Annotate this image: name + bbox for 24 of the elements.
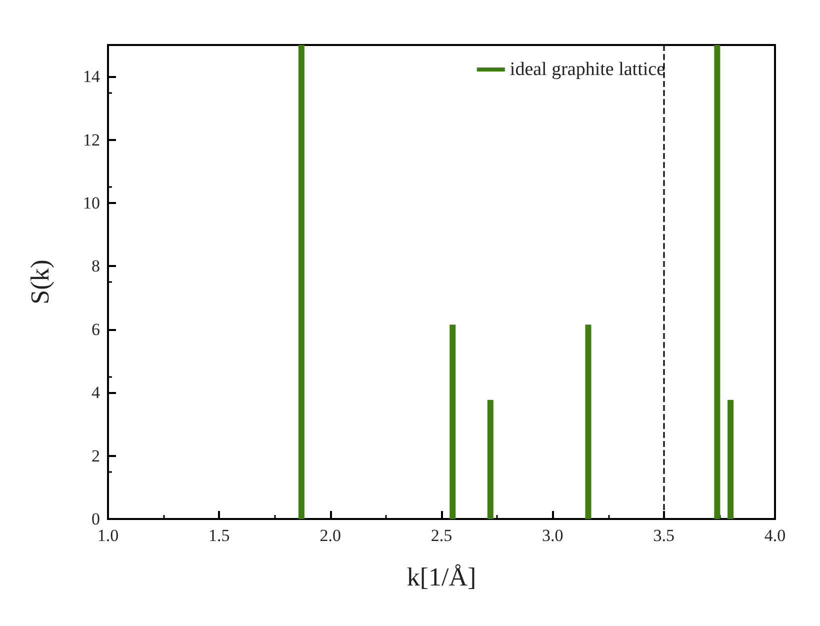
- x-tick-label: 4.0: [764, 526, 786, 545]
- bar: [487, 400, 494, 519]
- x-tick-label: 1.5: [208, 526, 230, 545]
- y-tick-label: 0: [92, 510, 100, 528]
- x-tick-label: 3.5: [653, 526, 674, 545]
- y-tick-label: 14: [83, 67, 100, 86]
- bar: [714, 45, 720, 519]
- y-tick-label: 10: [83, 194, 100, 212]
- y-tick-label: 12: [83, 130, 100, 150]
- bar: [450, 324, 456, 519]
- y-axis-title: S(k): [26, 260, 54, 304]
- y-tick-label: 6: [92, 320, 100, 339]
- y-tick-label: 4: [92, 383, 100, 402]
- y-tick-label: 8: [92, 256, 100, 276]
- y-tick-label: 2: [92, 446, 100, 466]
- bar: [728, 400, 734, 519]
- x-tick-label: 1.0: [97, 526, 119, 545]
- x-axis-title: k[1/Å]: [406, 562, 476, 592]
- x-tick-label: 3.0: [542, 526, 564, 545]
- bar: [298, 45, 304, 519]
- x-tick-label: 2.0: [320, 526, 341, 545]
- x-tick-label: 2.5: [430, 526, 452, 545]
- bar: [585, 324, 592, 519]
- legend-label: ideal graphite lattice: [510, 59, 666, 80]
